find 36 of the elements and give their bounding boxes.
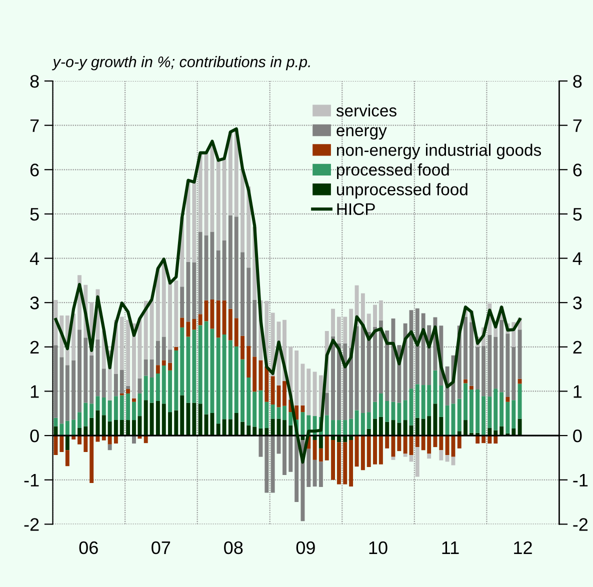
y-tick-label: -1 [24, 474, 39, 486]
y2-tick-label: 4 [572, 252, 582, 265]
x-tick-label: 06 [79, 541, 98, 554]
y2-tick-label: 7 [573, 119, 582, 132]
y-tick-label: -2 [24, 518, 39, 531]
y2-tick-label: 8 [573, 74, 582, 88]
legend-label: energy [336, 127, 387, 140]
x-tick-label: 11 [442, 542, 459, 554]
legend-label: processed food [337, 163, 449, 179]
legend-label: non-energy industrial goods [337, 144, 542, 160]
chart-title: y-o-y growth in %; contributions in p.p. [52, 56, 310, 70]
y-tick-label: 3 [30, 296, 39, 310]
x-tick-label: 08 [224, 541, 243, 554]
legend-label: HICP [337, 203, 375, 216]
y2-tick-label: 1 [574, 385, 582, 398]
y2-tick-label: -1 [573, 474, 588, 486]
x-tick-label: 09 [296, 541, 315, 554]
x-tick-label: 07 [152, 541, 170, 554]
y-tick-label: 6 [30, 164, 39, 176]
y-tick-label: 0 [30, 429, 39, 442]
legend-label: services [336, 104, 396, 117]
y2-tick-label: 3 [573, 296, 582, 310]
y2-tick-label: -2 [573, 518, 588, 531]
y-tick-label: 4 [30, 252, 40, 265]
legend-label: unprocessed food [337, 183, 468, 199]
y-tick-label: 7 [30, 119, 39, 132]
x-tick-label: 12 [514, 541, 532, 554]
y-tick-label: 2 [30, 340, 39, 354]
y-tick-label: 8 [30, 74, 39, 88]
y2-tick-label: 6 [573, 164, 582, 176]
y-tick-label: 5 [30, 208, 39, 221]
x-tick-label: 10 [369, 541, 388, 554]
y-tick-label: 1 [30, 385, 39, 398]
y2-tick-label: 2 [573, 340, 582, 354]
y2-tick-label: 5 [573, 208, 582, 221]
y2-tick-label: 0 [573, 429, 582, 442]
